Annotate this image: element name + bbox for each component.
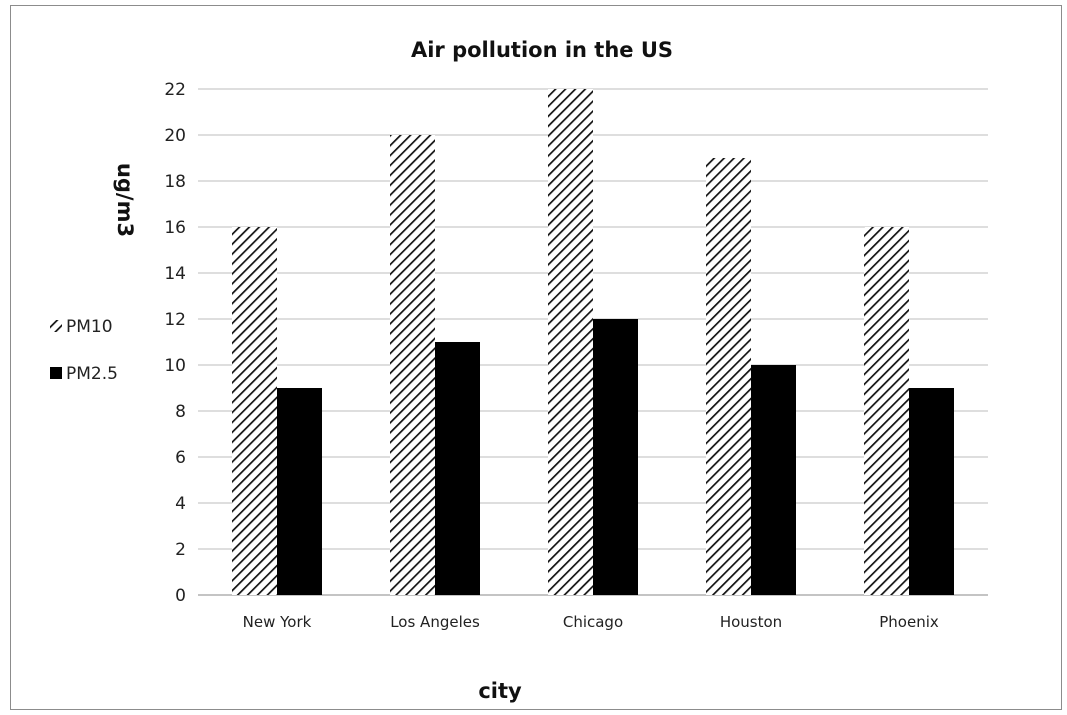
y-tick-label: 6 <box>175 448 186 468</box>
y-tick-label: 8 <box>175 402 186 422</box>
legend-swatch-pm10 <box>50 320 62 332</box>
y-axis-title: ug/m3 <box>113 163 137 237</box>
x-axis-title: city <box>478 679 522 703</box>
bar-pm25 <box>435 342 480 595</box>
bar-pm25 <box>593 319 638 595</box>
y-tick-label: 14 <box>164 264 186 284</box>
bar-pm25 <box>909 388 954 595</box>
bar-pm10 <box>548 89 593 595</box>
y-tick-labels: 0 2 4 6 8 10 12 14 16 18 20 22 <box>164 80 186 606</box>
y-tick-label: 2 <box>175 540 186 560</box>
x-tick-label: Chicago <box>563 613 623 631</box>
chart-title: Air pollution in the US <box>411 38 673 62</box>
legend-label-pm10: PM10 <box>66 317 113 337</box>
legend: PM10 PM2.5 <box>50 317 118 384</box>
y-tick-label: 20 <box>164 126 186 146</box>
bar-pm25 <box>751 365 796 595</box>
y-tick-label: 0 <box>175 586 186 606</box>
x-tick-label: New York <box>243 613 312 631</box>
x-tick-label: Los Angeles <box>390 613 480 631</box>
y-tick-label: 10 <box>164 356 186 376</box>
x-tick-label: Houston <box>720 613 782 631</box>
bar-pm10 <box>232 227 277 595</box>
bar-pm25 <box>277 388 322 595</box>
legend-label-pm25: PM2.5 <box>66 364 118 384</box>
bars <box>232 89 954 595</box>
bar-pm10 <box>864 227 909 595</box>
y-tick-label: 4 <box>175 494 186 514</box>
y-tick-label: 16 <box>164 218 186 238</box>
bar-pm10 <box>390 135 435 595</box>
y-tick-label: 12 <box>164 310 186 330</box>
bar-pm10 <box>706 158 751 595</box>
y-tick-label: 22 <box>164 80 186 100</box>
x-tick-labels: New York Los Angeles Chicago Houston Phoenix <box>243 613 939 631</box>
legend-swatch-pm25 <box>50 367 62 379</box>
x-tick-label: Phoenix <box>879 613 939 631</box>
y-tick-label: 18 <box>164 172 186 192</box>
